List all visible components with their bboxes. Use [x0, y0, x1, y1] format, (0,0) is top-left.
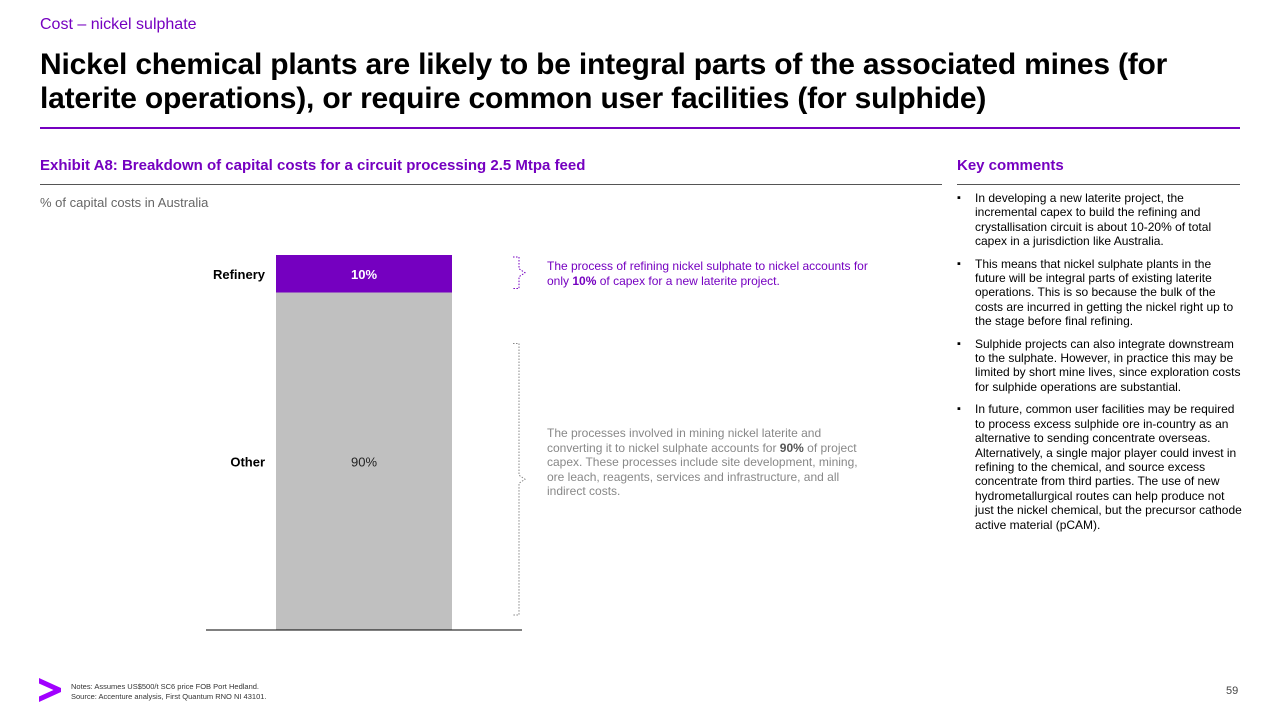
notes-text: Notes: Assumes US$500/t SC6 price FOB Po…: [71, 682, 260, 691]
data-label-other: 90%: [351, 454, 377, 469]
brace-refinery: [513, 256, 526, 289]
page-title: Nickel chemical plants are likely to be …: [40, 48, 1168, 115]
annotation-refinery-text: The process of refining nickel sulphate …: [547, 259, 868, 288]
key-comments-divider: [957, 184, 1240, 185]
exhibit-title: Exhibit A8: Breakdown of capital costs f…: [40, 157, 586, 174]
annotation-other-highlight: 90%: [779, 440, 804, 455]
bar-segment-refinery: [276, 255, 452, 293]
key-comment-item: This means that nickel sulphate plants i…: [957, 257, 1243, 329]
exhibit-divider: [40, 184, 942, 185]
key-comment-item: In future, common user facilities may be…: [957, 402, 1243, 532]
key-comments-title: Key comments: [957, 157, 1064, 174]
key-comment-item: In developing a new laterite project, th…: [957, 191, 1243, 249]
annotation-refinery-highlight: 10%: [572, 273, 597, 288]
annotation-refinery-text-end: of capex for a new laterite project.: [596, 273, 780, 288]
footer-notes: Notes: Assumes US$500/t SC6 price FOB Po…: [71, 682, 267, 701]
exhibit-subtitle: % of capital costs in Australia: [40, 195, 209, 210]
section-kicker: Cost – nickel sulphate: [40, 16, 197, 33]
page-number: 59: [1226, 685, 1239, 697]
annotation-refinery: The process of refining nickel sulphate …: [547, 259, 887, 288]
source-text: Source: Accenture analysis, First Quantu…: [71, 691, 267, 701]
bar-segment-other: [276, 292, 452, 630]
key-comment-item: Sulphide projects can also integrate dow…: [957, 337, 1243, 395]
data-label-refinery: 10%: [351, 267, 377, 282]
key-comments-list: In developing a new laterite project, th…: [957, 191, 1243, 540]
annotation-other: The processes involved in mining nickel …: [547, 426, 877, 499]
brace-other: [513, 343, 526, 616]
category-label-other: Other: [230, 454, 265, 469]
annotation-other-text: The processes involved in mining nickel …: [547, 426, 822, 455]
category-label-refinery: Refinery: [213, 267, 266, 282]
accenture-chevron-icon: [39, 678, 61, 702]
annotation-other-text-end: of project capex. These processes includ…: [547, 440, 858, 499]
title-divider: [40, 127, 1240, 129]
